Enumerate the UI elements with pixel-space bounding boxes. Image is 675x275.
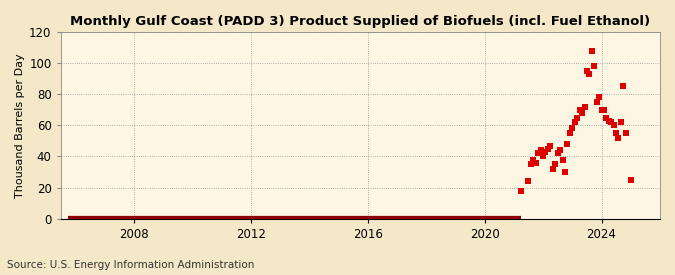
Point [545, 143, 556, 148]
Point [616, 120, 626, 124]
Point [516, 188, 526, 193]
Point [581, 69, 592, 73]
Point [560, 170, 570, 174]
Point [605, 120, 616, 124]
Point [587, 48, 597, 53]
Point [625, 178, 636, 182]
Point [613, 136, 624, 140]
Point [620, 131, 631, 135]
Point [525, 162, 536, 166]
Point [572, 115, 583, 120]
Title: Monthly Gulf Coast (PADD 3) Product Supplied of Biofuels (incl. Fuel Ethanol): Monthly Gulf Coast (PADD 3) Product Supp… [70, 15, 650, 28]
Point [550, 162, 561, 166]
Point [552, 151, 563, 156]
Point [523, 179, 534, 184]
Point [562, 142, 572, 146]
Point [579, 104, 590, 109]
Point [601, 115, 612, 120]
Point [576, 111, 587, 115]
Point [535, 148, 546, 152]
Point [584, 72, 595, 76]
Text: Source: U.S. Energy Information Administration: Source: U.S. Energy Information Administ… [7, 260, 254, 270]
Point [596, 108, 607, 112]
Point [528, 157, 539, 162]
Point [574, 108, 585, 112]
Point [540, 150, 551, 154]
Point [603, 119, 614, 123]
Point [533, 151, 543, 156]
Point [538, 154, 549, 159]
Point [558, 157, 568, 162]
Point [569, 120, 580, 124]
Point [594, 95, 605, 100]
Point [567, 126, 578, 131]
Point [531, 161, 541, 165]
Point [599, 108, 610, 112]
Point [618, 84, 629, 89]
Point [608, 123, 619, 128]
Point [547, 167, 558, 171]
Y-axis label: Thousand Barrels per Day: Thousand Barrels per Day [15, 53, 25, 198]
Point [589, 64, 599, 68]
Point [543, 147, 554, 151]
Point [555, 148, 566, 152]
Point [611, 131, 622, 135]
Point [564, 131, 575, 135]
Point [591, 100, 602, 104]
